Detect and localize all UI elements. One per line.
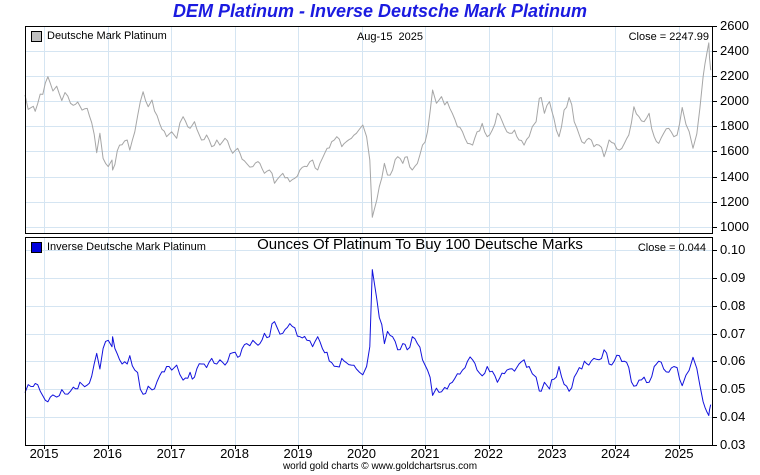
top-panel-border <box>25 26 713 234</box>
bottom-panel-subtitle: Ounces Of Platinum To Buy 100 Deutsche M… <box>257 236 583 253</box>
x-tick-label: 2018 <box>220 446 249 461</box>
bottom-panel-border <box>25 237 713 446</box>
x-tick-label: 2015 <box>30 446 59 461</box>
panel-frames <box>25 26 713 446</box>
inverse-dem-platinum-line <box>24 269 712 416</box>
y-tick-label: 0.09 <box>720 270 745 285</box>
inverse-close-label: Close = 0.044 <box>637 242 706 254</box>
dem-close-label: Close = 2247.99 <box>628 31 709 43</box>
x-tick-label: 2021 <box>411 446 440 461</box>
legend-inverse: Inverse Deutsche Mark Platinum <box>31 241 206 254</box>
y-tick-label: 2200 <box>720 68 749 83</box>
y-tick-label: 1000 <box>720 219 749 234</box>
axis-labels: 2600 2400 2200 2000 1800 1600 1400 1200 1000 0.10… <box>30 18 749 461</box>
x-tick-label: 2022 <box>474 446 503 461</box>
y-tick-label: 0.05 <box>720 381 745 396</box>
dem-legend-label: Deutsche Mark Platinum <box>47 30 167 42</box>
y-tick-label: 2600 <box>720 18 749 33</box>
inverse-legend-label: Inverse Deutsche Mark Platinum <box>47 241 206 253</box>
dem-legend-swatch-icon <box>31 31 42 42</box>
y-tick-label: 2000 <box>720 93 749 108</box>
y-tick-label: 2400 <box>720 43 749 58</box>
footer-credit: world gold charts © www.goldchartsrus.co… <box>282 461 478 472</box>
y-tick-label: 1400 <box>720 169 749 184</box>
y-tick-label: 1200 <box>720 194 749 209</box>
date-label: Aug-15 2025 <box>356 31 424 43</box>
x-tick-label: 2020 <box>347 446 376 461</box>
x-tick-label: 2019 <box>284 446 313 461</box>
x-tick-label: 2016 <box>93 446 122 461</box>
x-tick-label: 2023 <box>538 446 567 461</box>
chart-title: DEM Platinum - Inverse Deutsche Mark Pla… <box>172 1 588 21</box>
y-tick-label: 0.10 <box>720 242 745 257</box>
y-tick-label: 0.07 <box>720 326 745 341</box>
y-tick-label: 1600 <box>720 143 749 158</box>
x-tick-label: 2025 <box>665 446 694 461</box>
dem-platinum-line <box>24 42 712 218</box>
inverse-legend-swatch-icon <box>31 242 42 253</box>
x-tick-label: 2017 <box>157 446 186 461</box>
axis-ticks <box>44 26 717 449</box>
y-tick-label: 0.06 <box>720 353 745 368</box>
gridlines <box>25 26 712 445</box>
legend-dem: Deutsche Mark Platinum <box>31 30 167 43</box>
series-lines <box>24 42 712 416</box>
y-tick-label: 0.04 <box>720 409 745 424</box>
y-tick-label: 1800 <box>720 118 749 133</box>
x-tick-label: 2024 <box>601 446 630 461</box>
y-tick-label: 0.08 <box>720 298 745 313</box>
y-tick-label: 0.03 <box>720 437 745 452</box>
